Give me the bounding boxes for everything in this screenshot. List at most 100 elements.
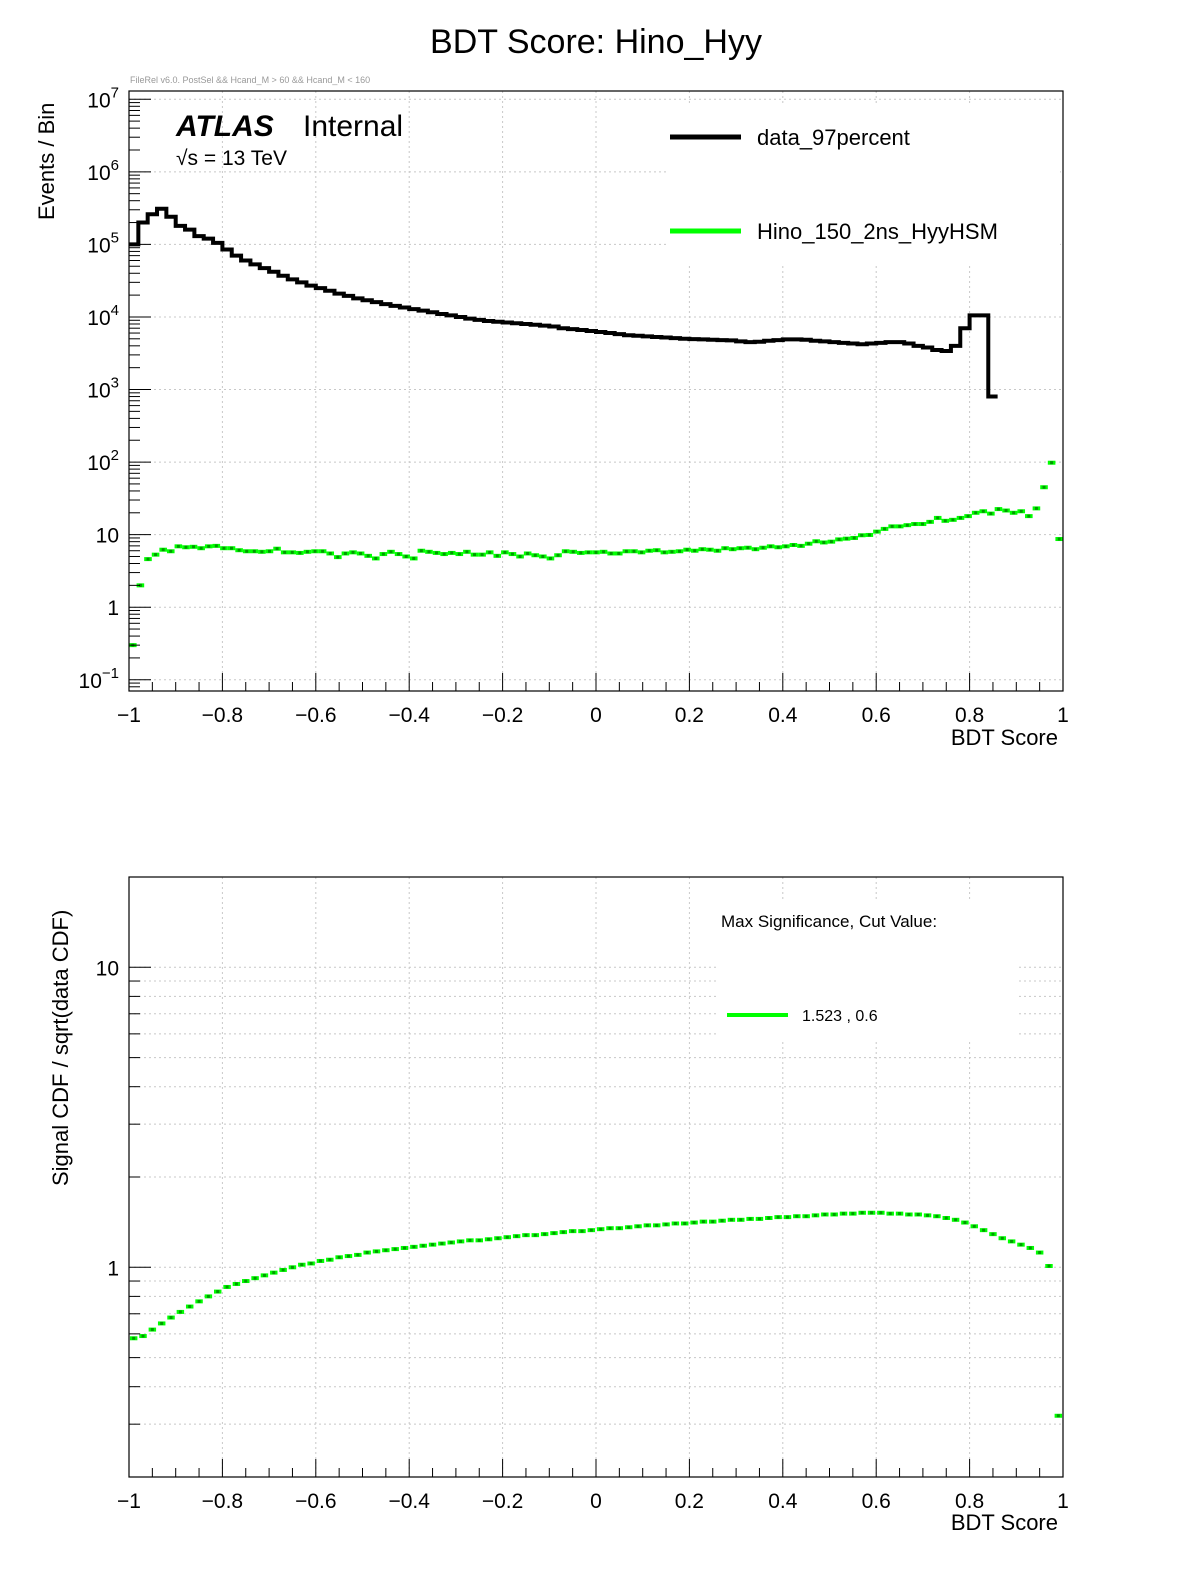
signal-marker-dot xyxy=(776,545,780,549)
signal-marker-dot xyxy=(1004,509,1008,513)
signal-marker-dot xyxy=(169,1316,173,1320)
y-tick-label: 103 xyxy=(87,375,119,403)
signal-marker-dot xyxy=(711,1220,715,1224)
signal-marker-dot xyxy=(944,1216,948,1220)
signal-marker-dot xyxy=(366,554,370,558)
signal-marker-dot xyxy=(169,549,173,553)
signal-marker-dot xyxy=(974,511,978,515)
signal-marker-dot xyxy=(328,1258,332,1262)
signal-marker-dot xyxy=(1019,1243,1023,1247)
signal-marker-dot xyxy=(300,1263,304,1267)
signal-marker-dot xyxy=(496,1236,500,1240)
signal-marker-dot xyxy=(457,552,461,556)
x-tick-label: −1 xyxy=(117,1490,141,1513)
signal-marker-dot xyxy=(870,1211,874,1215)
signal-marker-dot xyxy=(867,533,871,537)
signal-marker-dot xyxy=(898,524,902,528)
signal-marker-dot xyxy=(431,1243,435,1247)
signal-marker-dot xyxy=(321,549,325,553)
signal-marker-dot xyxy=(624,549,628,553)
x-tick-label: 1 xyxy=(1057,1490,1069,1513)
signal-marker-dot xyxy=(375,1249,379,1253)
signal-marker-dot xyxy=(524,1233,528,1237)
signal-marker-dot xyxy=(935,1214,939,1218)
signal-marker-dot xyxy=(336,555,340,559)
signal-marker-dot xyxy=(222,546,226,550)
signal-marker-dot xyxy=(141,1334,145,1338)
signal-marker-dot xyxy=(365,1251,369,1255)
signal-marker-dot xyxy=(579,551,583,555)
atlas-label: ATLAS xyxy=(175,110,274,143)
signal-marker-dot xyxy=(487,1237,491,1241)
signal-marker-dot xyxy=(822,540,826,544)
signal-marker-dot xyxy=(435,551,439,555)
y-tick-label: 106 xyxy=(87,157,119,185)
signal-marker-dot xyxy=(541,554,545,558)
signal-marker-dot xyxy=(571,550,575,554)
signal-marker-dot xyxy=(1038,1251,1042,1255)
signal-marker-dot xyxy=(178,1310,182,1314)
signal-marker-dot xyxy=(480,553,484,557)
signal-marker-dot xyxy=(132,1336,136,1340)
signal-marker-dot xyxy=(951,518,955,522)
bottom-series-group xyxy=(129,1210,1063,1418)
signal-marker-dot xyxy=(608,1226,612,1230)
signal-marker-dot xyxy=(617,1226,621,1230)
signal-marker-dot xyxy=(449,1240,453,1244)
signal-marker-dot xyxy=(813,1213,817,1217)
legend-title-max-significance: Max Significance, Cut Value: xyxy=(721,912,937,931)
signal-marker-dot xyxy=(580,1229,584,1233)
signal-marker-dot xyxy=(548,556,552,560)
bottom-y-axis-label: Signal CDF / sqrt(data CDF) xyxy=(48,910,73,1186)
x-tick-label: 1 xyxy=(1057,704,1069,727)
x-tick-label: −0.2 xyxy=(482,1490,523,1513)
signal-marker-dot xyxy=(683,1221,687,1225)
signal-marker-dot xyxy=(495,554,499,558)
signal-marker-dot xyxy=(673,1221,677,1225)
signal-marker-dot xyxy=(916,1212,920,1216)
signal-marker-dot xyxy=(905,523,909,527)
signal-marker-dot xyxy=(738,546,742,550)
signal-marker-dot xyxy=(518,554,522,558)
signal-marker-dot xyxy=(693,549,697,553)
signal-marker-dot xyxy=(253,1276,257,1280)
signal-marker-dot xyxy=(176,544,180,548)
signal-marker-dot xyxy=(154,553,158,557)
signal-marker-dot xyxy=(617,551,621,555)
legend-entry-signal: Hino_150_2ns_HyyHSM xyxy=(757,219,998,244)
legend-entry-data: data_97percent xyxy=(757,125,910,150)
selection-note: FileRel v6.0. PostSel && Hcand_M > 60 &&… xyxy=(130,75,370,85)
signal-marker-dot xyxy=(875,530,879,534)
signal-marker-dot xyxy=(184,545,188,549)
signal-marker-dot xyxy=(552,1231,556,1235)
signal-marker-dot xyxy=(890,524,894,528)
signal-marker-dot xyxy=(328,551,332,555)
signal-marker-dot xyxy=(468,1238,472,1242)
signal-marker-dot xyxy=(244,1279,248,1283)
x-tick-label: −0.4 xyxy=(388,704,430,727)
signal-marker-dot xyxy=(723,546,727,550)
signal-marker-dot xyxy=(954,1218,958,1222)
signal-marker-dot xyxy=(627,1225,631,1229)
signal-marker-dot xyxy=(879,1211,883,1215)
x-tick-label: −0.6 xyxy=(295,1490,336,1513)
signal-marker-dot xyxy=(799,544,803,548)
signal-marker-dot xyxy=(966,514,970,518)
signal-marker-dot xyxy=(1012,511,1016,515)
signal-marker-dot xyxy=(746,546,750,550)
bottom-axes: −1 −0.8 −0.6 −0.4 −0.2 0 0.2 0.4 0.6 0.8 1 1 10 xyxy=(96,876,1069,1513)
signal-marker-dot xyxy=(958,516,962,520)
signal-marker-dot xyxy=(926,1213,930,1217)
signal-marker-dot xyxy=(662,550,666,554)
signal-marker-dot xyxy=(1000,1236,1004,1240)
signal-marker-dot xyxy=(795,1214,799,1218)
signal-marker-dot xyxy=(214,544,218,548)
signal-marker-dot xyxy=(216,1290,220,1294)
signal-marker-dot xyxy=(427,550,431,554)
signal-marker-dot xyxy=(442,552,446,556)
signal-marker-dot xyxy=(397,552,401,556)
signal-marker-dot xyxy=(647,549,651,553)
signal-marker-dot xyxy=(313,549,317,553)
signal-marker-dot xyxy=(207,544,211,548)
signal-marker-dot xyxy=(963,1221,967,1225)
